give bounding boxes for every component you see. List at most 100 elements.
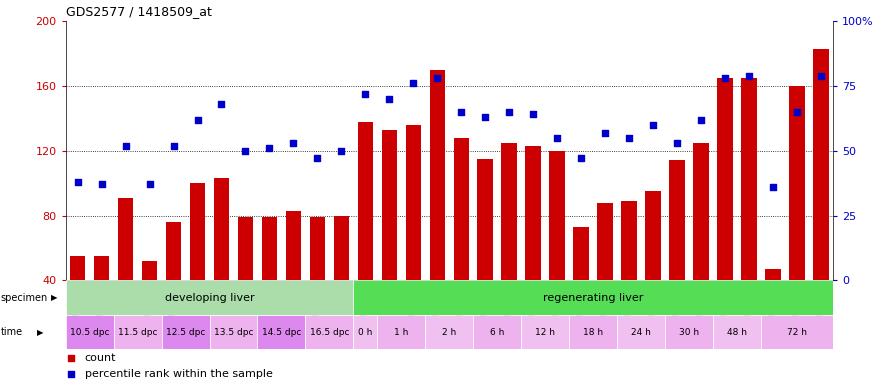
Text: 11.5 dpc: 11.5 dpc: [118, 328, 158, 337]
Point: [574, 156, 588, 162]
Bar: [617, 315, 665, 349]
Bar: [209, 315, 257, 349]
Bar: [526, 146, 541, 345]
Point: [646, 122, 660, 128]
Text: count: count: [85, 353, 116, 362]
Bar: [766, 269, 780, 345]
Bar: [718, 78, 733, 345]
Bar: [214, 178, 229, 345]
Point: [334, 148, 348, 154]
Text: 16.5 dpc: 16.5 dpc: [310, 328, 349, 337]
Text: 2 h: 2 h: [442, 328, 457, 337]
Bar: [761, 315, 833, 349]
Point: [239, 148, 253, 154]
Text: developing liver: developing liver: [164, 293, 255, 303]
Bar: [142, 261, 158, 345]
Bar: [522, 315, 570, 349]
Bar: [354, 315, 377, 349]
Point: [214, 101, 228, 107]
Point: [430, 75, 444, 81]
Point: [94, 181, 108, 187]
Text: 48 h: 48 h: [727, 328, 747, 337]
Bar: [382, 130, 397, 345]
Point: [286, 140, 300, 146]
Text: 10.5 dpc: 10.5 dpc: [70, 328, 109, 337]
Point: [502, 109, 516, 115]
Point: [670, 140, 684, 146]
Bar: [621, 201, 637, 345]
Point: [191, 117, 205, 123]
Point: [550, 135, 564, 141]
Point: [622, 135, 636, 141]
Point: [694, 117, 708, 123]
Text: 6 h: 6 h: [490, 328, 505, 337]
Bar: [478, 159, 494, 345]
Bar: [94, 256, 109, 345]
Text: 12 h: 12 h: [536, 328, 556, 337]
Bar: [66, 315, 114, 349]
Bar: [162, 315, 209, 349]
Point: [359, 91, 373, 97]
Bar: [118, 198, 133, 345]
Text: 1 h: 1 h: [394, 328, 409, 337]
Point: [598, 129, 612, 136]
Bar: [257, 315, 305, 349]
Point: [454, 109, 468, 115]
Bar: [358, 122, 373, 345]
Point: [766, 184, 780, 190]
Text: ▶: ▶: [37, 328, 43, 337]
Text: percentile rank within the sample: percentile rank within the sample: [85, 369, 272, 379]
Point: [814, 73, 828, 79]
Point: [143, 181, 157, 187]
Point: [718, 75, 732, 81]
Bar: [430, 70, 445, 345]
Bar: [669, 161, 685, 345]
Point: [311, 156, 325, 162]
Bar: [713, 315, 761, 349]
Point: [166, 142, 180, 149]
Point: [71, 179, 85, 185]
Bar: [693, 142, 709, 345]
Bar: [262, 217, 277, 345]
Bar: [354, 280, 833, 315]
Bar: [598, 203, 613, 345]
Bar: [114, 315, 162, 349]
Point: [119, 142, 133, 149]
Bar: [310, 217, 326, 345]
Bar: [741, 78, 757, 345]
Bar: [165, 222, 181, 345]
Text: 0 h: 0 h: [358, 328, 373, 337]
Bar: [453, 138, 469, 345]
Point: [64, 371, 78, 377]
Text: 13.5 dpc: 13.5 dpc: [214, 328, 253, 337]
Point: [64, 354, 78, 361]
Text: GDS2577 / 1418509_at: GDS2577 / 1418509_at: [66, 5, 212, 18]
Text: 14.5 dpc: 14.5 dpc: [262, 328, 301, 337]
Bar: [473, 315, 522, 349]
Bar: [66, 280, 354, 315]
Point: [742, 73, 756, 79]
Bar: [789, 86, 805, 345]
Bar: [238, 217, 253, 345]
Bar: [405, 125, 421, 345]
Text: 24 h: 24 h: [631, 328, 651, 337]
Text: 72 h: 72 h: [787, 328, 807, 337]
Point: [262, 145, 276, 151]
Point: [526, 111, 540, 118]
Bar: [333, 215, 349, 345]
Text: time: time: [1, 327, 23, 337]
Point: [790, 109, 804, 115]
Bar: [813, 49, 829, 345]
Text: specimen: specimen: [1, 293, 48, 303]
Text: 30 h: 30 h: [679, 328, 699, 337]
Text: 18 h: 18 h: [583, 328, 603, 337]
Bar: [665, 315, 713, 349]
Bar: [646, 191, 661, 345]
Text: ▶: ▶: [51, 293, 57, 302]
Bar: [285, 211, 301, 345]
Text: regenerating liver: regenerating liver: [543, 293, 643, 303]
Bar: [190, 183, 206, 345]
Bar: [570, 315, 617, 349]
Text: 12.5 dpc: 12.5 dpc: [166, 328, 206, 337]
Bar: [573, 227, 589, 345]
